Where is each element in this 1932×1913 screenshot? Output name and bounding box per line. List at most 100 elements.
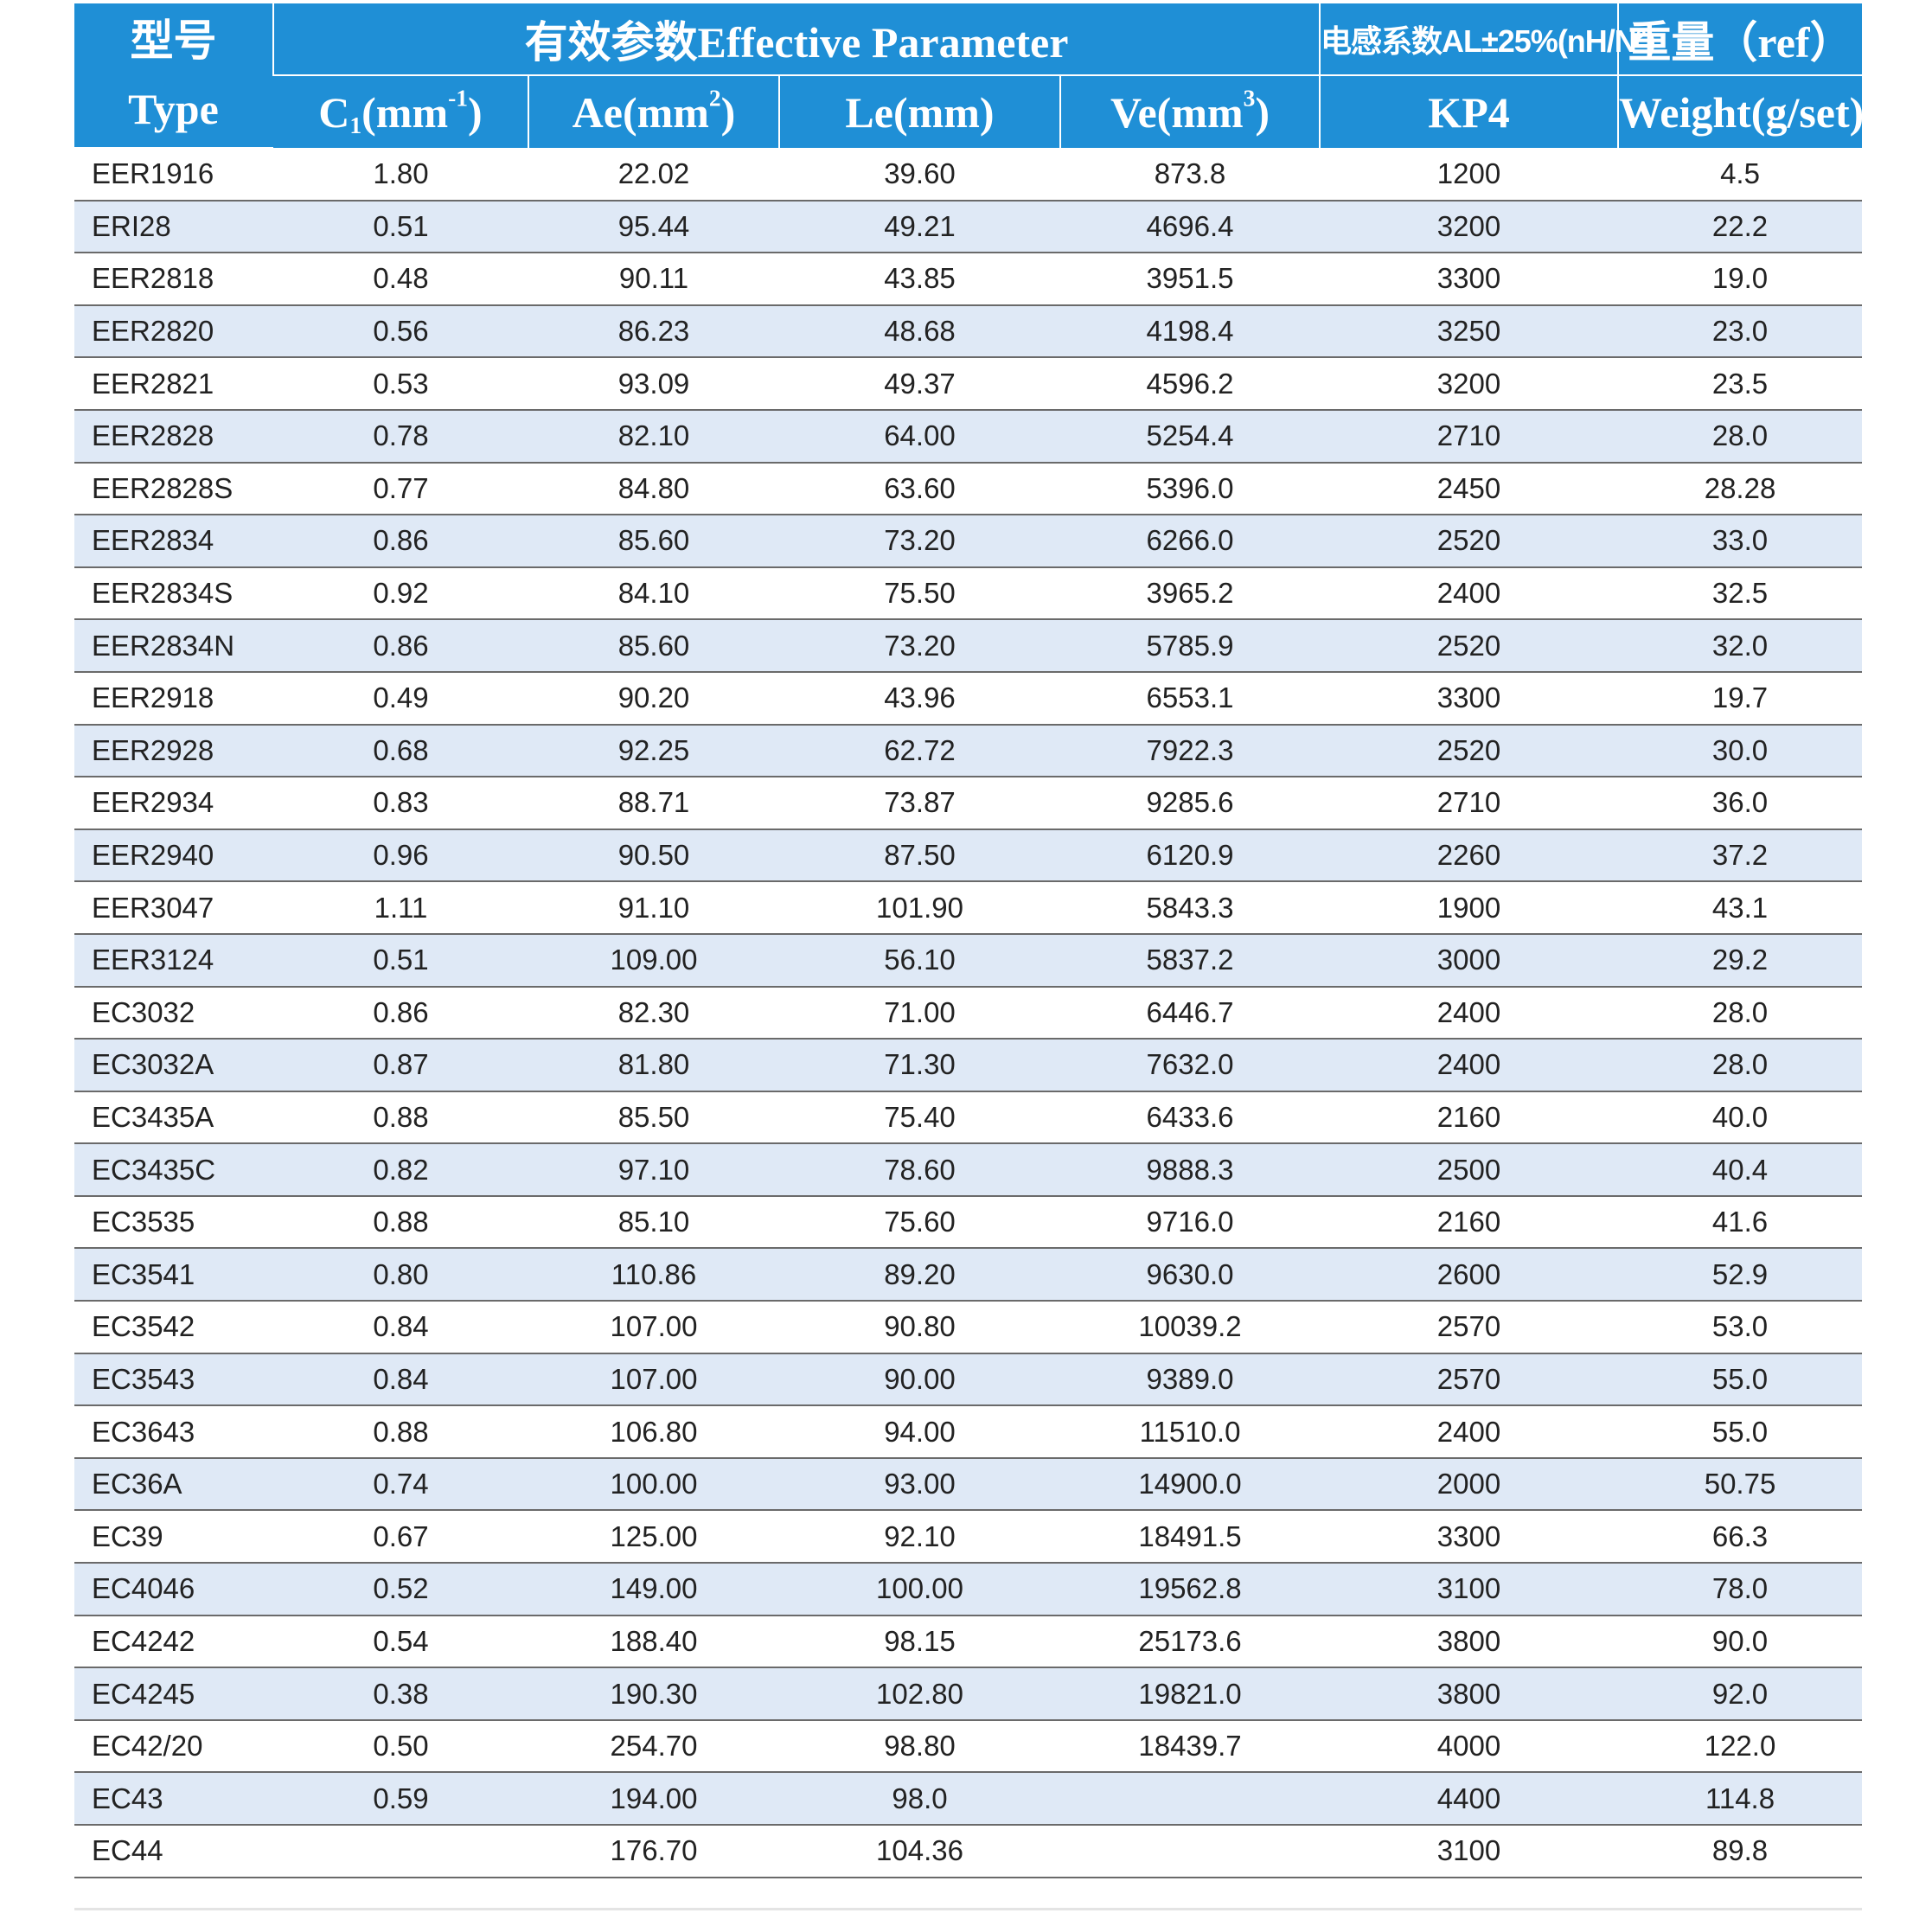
- table-row: EER2834S 0.92 84.10 75.50 3965.2 2400 32.5: [74, 566, 1863, 621]
- ae-cell: 86.23: [528, 304, 779, 359]
- table-row: EER2820 0.56 86.23 48.68 4198.4 3250 23.0: [74, 304, 1863, 359]
- le-cell: 89.20: [779, 1248, 1060, 1302]
- kp4-cell: 3300: [1320, 671, 1619, 726]
- kp4-cell: 2260: [1320, 829, 1619, 883]
- weight-cell: 50.75: [1618, 1457, 1863, 1512]
- ae-header-close: ): [720, 87, 736, 137]
- weight-cell: 29.2: [1618, 933, 1863, 988]
- kp4-cell: 2000: [1320, 1457, 1619, 1512]
- c1-column-header: C1(mm-1): [273, 75, 528, 148]
- le-cell: 49.21: [779, 200, 1060, 254]
- table-row: EC3643 0.88 106.80 94.00 11510.0 2400 55.0: [74, 1405, 1863, 1459]
- ae-cell: 125.00: [528, 1510, 779, 1564]
- table-row: EC42/20 0.50 254.70 98.80 18439.7 4000 122.0: [74, 1719, 1863, 1774]
- kp4-cell: 3000: [1320, 933, 1619, 988]
- table-row: EC3435A 0.88 85.50 75.40 6433.6 2160 40.0: [74, 1091, 1863, 1145]
- table-row: EC3435C 0.82 97.10 78.60 9888.3 2500 40.4: [74, 1143, 1863, 1197]
- c1-cell: 1.11: [273, 881, 528, 935]
- kp4-cell: 2160: [1320, 1091, 1619, 1145]
- weight-cell: 23.5: [1618, 357, 1863, 411]
- ae-cell: 109.00: [528, 933, 779, 988]
- table-row: EER3047 1.11 91.10 101.90 5843.3 1900 43.1: [74, 881, 1863, 935]
- c1-cell: 0.52: [273, 1563, 528, 1616]
- le-cell: 43.96: [779, 671, 1060, 726]
- le-cell: 104.36: [779, 1825, 1060, 1878]
- ae-cell: 95.44: [528, 200, 779, 254]
- ve-cell: 6433.6: [1060, 1091, 1321, 1145]
- type-cell: EER2834: [74, 515, 273, 568]
- ae-cell: 93.09: [528, 357, 779, 411]
- table-row: EC4242 0.54 188.40 98.15 25173.6 3800 90.0: [74, 1615, 1863, 1669]
- ve-cell: 5396.0: [1060, 462, 1321, 516]
- kp4-cell: 2520: [1320, 724, 1619, 778]
- weight-cell: 78.0: [1618, 1563, 1863, 1616]
- weight-cell: 32.0: [1618, 619, 1863, 673]
- c1-cell: 0.77: [273, 462, 528, 516]
- type-cell: EC3032: [74, 986, 273, 1040]
- ae-cell: 149.00: [528, 1563, 779, 1616]
- c1-cell: 0.54: [273, 1615, 528, 1669]
- type-cell: EER2940: [74, 829, 273, 883]
- weight-cell: 28.0: [1618, 1039, 1863, 1092]
- c1-cell: 0.86: [273, 515, 528, 568]
- ve-column-header: Ve(mm3): [1059, 75, 1321, 148]
- type-cell: EER2834N: [74, 619, 273, 673]
- spec-sheet: 型号 Type 有效参数Effective Parameter 电感系数AL±2…: [74, 3, 1864, 1878]
- weight-cell: 41.6: [1618, 1195, 1863, 1250]
- c1-cell: 1.80: [273, 148, 528, 202]
- table-row: EC3032A 0.87 81.80 71.30 7632.0 2400 28.0: [74, 1039, 1863, 1092]
- c1-cell: 0.86: [273, 619, 528, 673]
- le-cell: 43.85: [779, 253, 1060, 306]
- ae-cell: 84.80: [528, 462, 779, 516]
- type-cell: EC3541: [74, 1248, 273, 1302]
- weight-column-header: Weight(g/set): [1617, 75, 1864, 148]
- type-cell: EC3543: [74, 1353, 273, 1407]
- kp4-cell: 3100: [1320, 1825, 1619, 1878]
- weight-cell: 28.0: [1618, 409, 1863, 464]
- bottom-divider: [74, 1908, 1862, 1910]
- ve-cell: 11510.0: [1060, 1405, 1321, 1459]
- table-row: EC3535 0.88 85.10 75.60 9716.0 2160 41.6: [74, 1195, 1863, 1250]
- le-cell: 94.00: [779, 1405, 1060, 1459]
- c1-cell: 0.88: [273, 1091, 528, 1145]
- kp4-cell: 2600: [1320, 1248, 1619, 1302]
- weight-cell: 40.4: [1618, 1143, 1863, 1197]
- weight-cell: 90.0: [1618, 1615, 1863, 1669]
- weight-cell: 19.0: [1618, 253, 1863, 306]
- kp4-cell: 4400: [1320, 1772, 1619, 1826]
- table-row: EER1916 1.80 22.02 39.60 873.8 1200 4.5: [74, 148, 1863, 202]
- le-cell: 49.37: [779, 357, 1060, 411]
- weight-cell: 43.1: [1618, 881, 1863, 935]
- table-row: EC3032 0.86 82.30 71.00 6446.7 2400 28.0: [74, 986, 1863, 1040]
- le-cell: 90.00: [779, 1353, 1060, 1407]
- type-cell: EER2934: [74, 777, 273, 830]
- c1-cell: 0.88: [273, 1405, 528, 1459]
- table-row: EC4046 0.52 149.00 100.00 19562.8 3100 78.0: [74, 1563, 1863, 1616]
- le-cell: 71.00: [779, 986, 1060, 1040]
- ve-cell: 19562.8: [1060, 1563, 1321, 1616]
- weight-cell: 53.0: [1618, 1301, 1863, 1354]
- kp4-cell: 3100: [1320, 1563, 1619, 1616]
- c1-cell: 0.67: [273, 1510, 528, 1564]
- weight-cell: 92.0: [1618, 1667, 1863, 1721]
- c1-header-symbol: C: [318, 87, 350, 137]
- type-cell: EC3535: [74, 1195, 273, 1250]
- kp4-cell: 2520: [1320, 515, 1619, 568]
- type-cell: EC4245: [74, 1667, 273, 1721]
- c1-cell: 0.84: [273, 1353, 528, 1407]
- kp4-cell: 3800: [1320, 1615, 1619, 1669]
- weight-cell: 4.5: [1618, 148, 1863, 202]
- le-column-header: Le(mm): [778, 75, 1060, 148]
- type-cell: EER3124: [74, 933, 273, 988]
- ve-cell: 5254.4: [1060, 409, 1321, 464]
- table-row: EER3124 0.51 109.00 56.10 5837.2 3000 29.2: [74, 933, 1863, 988]
- kp4-cell: 2400: [1320, 566, 1619, 621]
- c1-cell: 0.53: [273, 357, 528, 411]
- c1-cell: 0.86: [273, 986, 528, 1040]
- table-row: ERI28 0.51 95.44 49.21 4696.4 3200 22.2: [74, 200, 1863, 254]
- le-cell: 73.20: [779, 619, 1060, 673]
- header-row-bottom: C1(mm-1) Ae(mm2) Le(mm) Ve(mm3) KP4 Weig…: [74, 75, 1864, 148]
- ae-cell: 88.71: [528, 777, 779, 830]
- ae-cell: 254.70: [528, 1719, 779, 1774]
- type-cell: EER1916: [74, 148, 273, 202]
